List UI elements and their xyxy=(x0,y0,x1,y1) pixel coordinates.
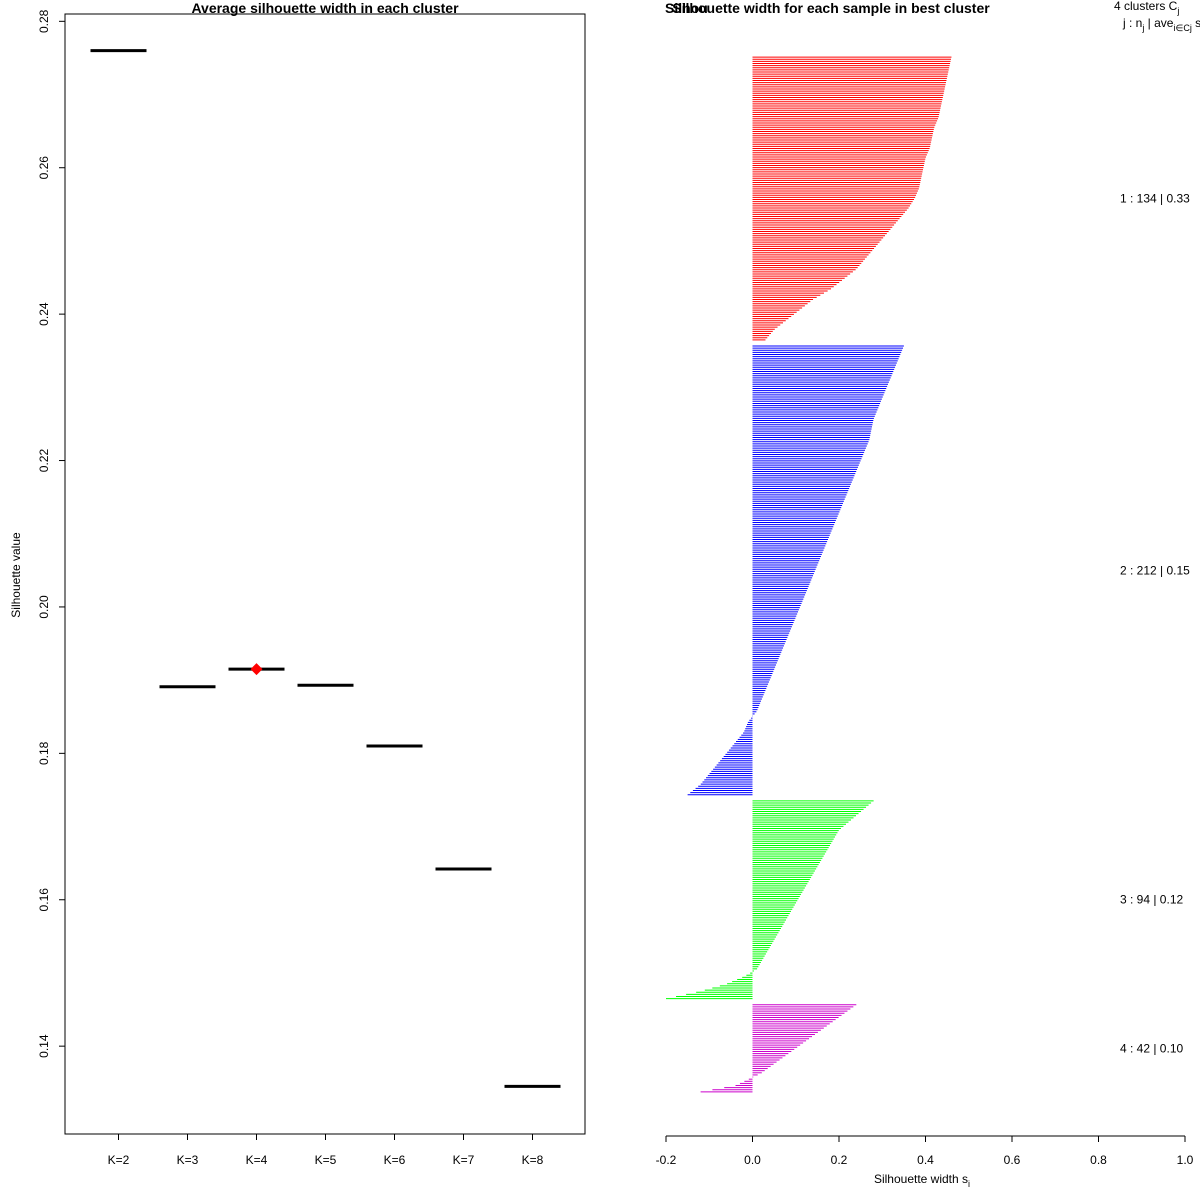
left-y-tick-label: 0.18 xyxy=(37,741,51,765)
right-x-tick-label: 0.0 xyxy=(744,1153,761,1167)
left-x-tick-label: K=7 xyxy=(453,1153,475,1167)
legend-header-line2: j : nj | avei∈Cj s xyxy=(1122,16,1200,33)
right-chart-title: Silhouette width for each sample in best… xyxy=(672,0,990,16)
left-y-tick-label: 0.24 xyxy=(37,302,51,326)
right-title-overlap: Silhou xyxy=(665,0,708,16)
right-x-tick-label: -0.2 xyxy=(656,1153,677,1167)
sample-silhouette-panel: Silhouette width for each sample in best… xyxy=(656,0,1200,1189)
right-x-tick-label: 0.8 xyxy=(1090,1153,1107,1167)
left-x-tick-label: K=8 xyxy=(522,1153,544,1167)
right-x-tick-label: 0.6 xyxy=(1004,1153,1021,1167)
left-x-axis: K=2 K=3 K=4 K=5 K=6 K=7 K=8 xyxy=(108,1134,544,1167)
left-y-tick-label: 0.28 xyxy=(37,9,51,33)
right-x-tick-label: 0.2 xyxy=(831,1153,848,1167)
left-y-tick-label: 0.16 xyxy=(37,888,51,912)
right-x-axis: -0.2 0.0 0.2 0.4 0.6 0.8 1.0 xyxy=(656,1135,1194,1167)
left-x-tick-label: K=5 xyxy=(315,1153,337,1167)
cluster-legend-header: 4 clusters Cj j : nj | avei∈Cj s xyxy=(1114,0,1200,33)
left-plot-frame xyxy=(64,13,586,1135)
left-y-tick-label: 0.14 xyxy=(37,1034,51,1058)
cluster-label: 4 : 42 | 0.10 xyxy=(1120,1041,1183,1055)
left-y-tick-label: 0.20 xyxy=(37,595,51,619)
cluster-label: 1 : 134 | 0.33 xyxy=(1120,191,1190,205)
right-x-tick-label: 1.0 xyxy=(1177,1153,1194,1167)
cluster-labels: 1 : 134 | 0.33 2 : 212 | 0.15 3 : 94 | 0.1… xyxy=(1120,191,1190,1055)
left-y-tick-label: 0.26 xyxy=(37,156,51,180)
cluster-label: 2 : 212 | 0.15 xyxy=(1120,563,1190,577)
average-silhouette-panel: Average silhouette width in each cluster… xyxy=(9,0,586,1167)
left-x-tick-label: K=3 xyxy=(177,1153,199,1167)
right-x-tick-label: 0.4 xyxy=(917,1153,934,1167)
left-y-tick-label: 0.22 xyxy=(37,449,51,473)
silhouette-bars xyxy=(666,56,952,1093)
left-y-axis-label: Silhouette value xyxy=(9,532,23,618)
left-x-tick-label: K=6 xyxy=(384,1153,406,1167)
left-y-axis: 0.14 0.16 0.18 0.20 0.22 0.24 0.26 0.28 xyxy=(37,9,65,1058)
left-x-tick-label: K=4 xyxy=(246,1153,268,1167)
legend-header-line1: 4 clusters Cj xyxy=(1114,0,1179,16)
cluster-label: 3 : 94 | 0.12 xyxy=(1120,893,1183,907)
left-chart-title: Average silhouette width in each cluster xyxy=(191,0,459,16)
right-x-axis-label: Silhouette width si xyxy=(874,1172,970,1189)
left-x-tick-label: K=2 xyxy=(108,1153,130,1167)
best-k-marker xyxy=(250,663,263,676)
left-data-marks xyxy=(90,49,561,1088)
